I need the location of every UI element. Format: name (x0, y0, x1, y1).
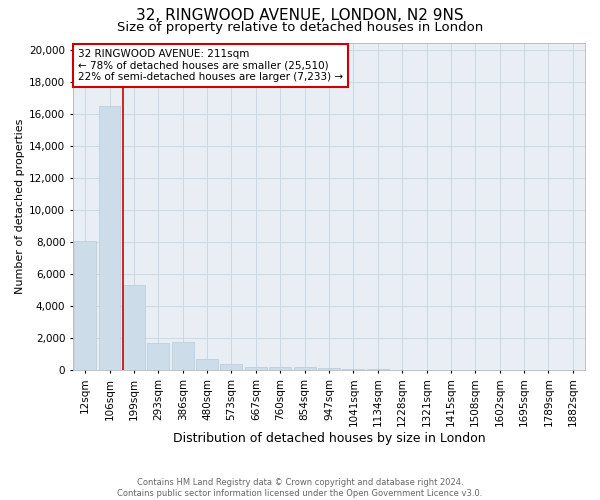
Bar (269, 367, 291, 370)
Bar (123, 286, 145, 370)
Bar (74, 240, 96, 370)
Y-axis label: Number of detached properties: Number of detached properties (15, 118, 25, 294)
Bar (318, 368, 340, 370)
Bar (148, 343, 169, 370)
Text: 32 RINGWOOD AVENUE: 211sqm
← 78% of detached houses are smaller (25,510)
22% of : 32 RINGWOOD AVENUE: 211sqm ← 78% of deta… (78, 49, 343, 82)
Bar (172, 342, 194, 370)
Bar (196, 359, 218, 370)
Bar (220, 364, 242, 370)
Text: Contains HM Land Registry data © Crown copyright and database right 2024.
Contai: Contains HM Land Registry data © Crown c… (118, 478, 482, 498)
X-axis label: Distribution of detached houses by size in London: Distribution of detached houses by size … (173, 432, 485, 445)
Bar (98, 106, 121, 370)
Bar (245, 366, 267, 370)
Bar (343, 369, 364, 370)
Bar (293, 368, 316, 370)
Text: 32, RINGWOOD AVENUE, LONDON, N2 9NS: 32, RINGWOOD AVENUE, LONDON, N2 9NS (136, 8, 464, 22)
Text: Size of property relative to detached houses in London: Size of property relative to detached ho… (117, 22, 483, 35)
